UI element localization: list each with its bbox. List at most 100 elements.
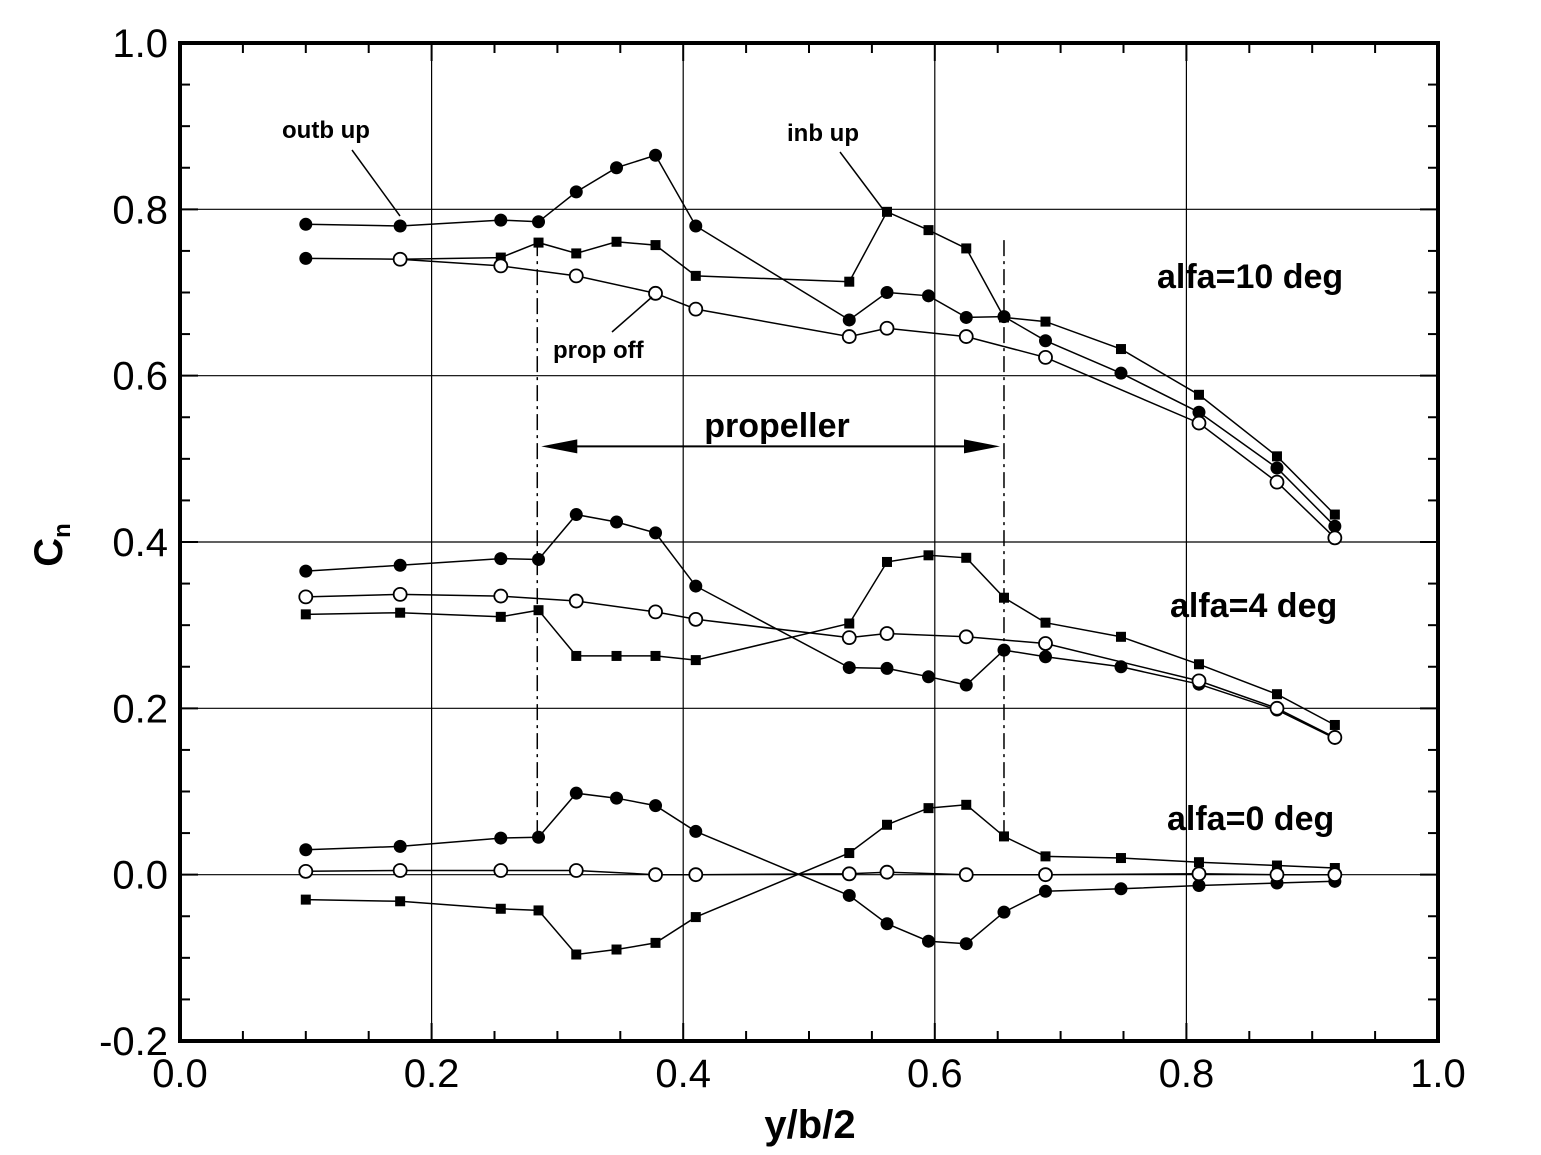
data-point: [649, 526, 663, 540]
series-group: [298, 786, 1343, 960]
data-point: [569, 508, 583, 522]
data-point: [1039, 334, 1053, 348]
data-point: [650, 937, 661, 948]
data-point: [568, 593, 584, 609]
data-point: [1114, 660, 1128, 674]
data-point: [923, 803, 934, 814]
data-point: [841, 866, 857, 882]
series-line: [305, 257, 401, 260]
annotation-prop-off: prop off: [553, 337, 645, 364]
propeller-arrow: [541, 439, 1000, 454]
data-point: [879, 320, 895, 336]
data-point: [1329, 719, 1340, 730]
data-point: [958, 629, 974, 645]
data-point: [961, 243, 972, 254]
data-point: [1040, 617, 1051, 628]
data-point: [958, 867, 974, 883]
grid: [180, 43, 1438, 1041]
data-point: [1269, 867, 1285, 883]
data-point: [611, 944, 622, 955]
annotation-propeller: propeller: [704, 407, 849, 445]
data-point: [922, 670, 936, 684]
y-tick-label: 0.6: [112, 355, 168, 399]
data-point: [393, 558, 407, 572]
y-axis-title: Cn: [27, 523, 76, 567]
data-point: [1329, 509, 1340, 520]
data-point: [1192, 878, 1206, 892]
data-point: [649, 799, 663, 813]
data-point: [395, 896, 406, 907]
data-point: [649, 148, 663, 162]
data-point: [1327, 730, 1343, 745]
y-axis-title-main: C: [27, 538, 71, 567]
series-line: [305, 554, 1336, 726]
data-point: [393, 839, 407, 853]
data-point: [690, 912, 701, 923]
data-point: [689, 219, 703, 233]
data-point: [495, 903, 506, 914]
data-point: [1271, 451, 1282, 462]
data-point: [842, 888, 856, 902]
series-circle-filled: [299, 148, 1342, 533]
data-point: [495, 611, 506, 622]
data-point: [650, 240, 661, 251]
data-point: [690, 655, 701, 666]
data-point: [1192, 405, 1206, 419]
leader-inb-up: [839, 151, 886, 213]
data-point: [880, 917, 894, 931]
data-point: [922, 289, 936, 303]
data-point: [569, 185, 583, 199]
data-point: [571, 949, 582, 960]
data-point: [1114, 882, 1128, 896]
data-point: [494, 831, 508, 845]
data-point: [881, 556, 892, 567]
data-point: [298, 589, 314, 605]
series-line: [400, 258, 1336, 539]
data-point: [1038, 636, 1053, 651]
series-square-filled: [300, 550, 1340, 730]
series-group: [298, 508, 1343, 745]
data-point: [571, 650, 582, 661]
data-point: [1327, 530, 1343, 546]
series-circle-filled: [299, 251, 407, 266]
data-point: [1114, 366, 1128, 380]
data-point: [998, 831, 1009, 842]
data-point: [611, 650, 622, 661]
data-point: [1269, 700, 1285, 716]
series-layer: [298, 148, 1343, 960]
data-point: [299, 217, 313, 231]
data-point: [494, 552, 508, 566]
data-point: [1115, 853, 1126, 864]
y-axis-title-subscript: n: [49, 523, 76, 538]
data-point: [532, 215, 546, 229]
data-point: [997, 643, 1011, 657]
data-point: [610, 515, 624, 529]
data-point: [493, 588, 509, 604]
data-point: [571, 248, 582, 259]
data-point: [1040, 851, 1051, 862]
data-point: [881, 206, 892, 217]
data-point: [1115, 631, 1126, 642]
x-tick-label: 0.2: [404, 1052, 460, 1096]
data-point: [568, 863, 584, 878]
data-point: [1193, 659, 1204, 670]
data-point: [533, 237, 544, 248]
x-tick-label: 0.4: [655, 1052, 711, 1096]
data-point: [648, 285, 663, 301]
data-point: [610, 791, 624, 805]
y-tick-label: 0.4: [112, 521, 168, 565]
data-point: [300, 894, 311, 905]
data-point: [1039, 650, 1053, 664]
data-point: [959, 937, 973, 951]
leader-prop-off: [611, 296, 653, 333]
series-circle-filled: [299, 508, 1342, 745]
y-tick-label: 0.2: [112, 687, 168, 731]
data-point: [841, 630, 857, 646]
y-tick-label: 0.0: [112, 854, 168, 898]
data-point: [880, 661, 894, 675]
data-point: [1193, 857, 1204, 868]
data-point: [1115, 344, 1126, 355]
data-point: [688, 301, 704, 317]
data-point: [998, 592, 1009, 603]
